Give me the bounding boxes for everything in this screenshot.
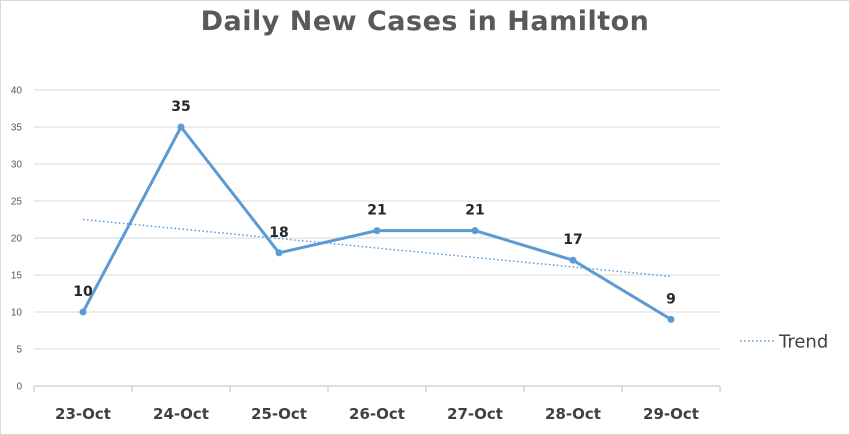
data-point bbox=[275, 249, 283, 257]
data-label: 10 bbox=[73, 284, 93, 300]
gridlines bbox=[34, 89, 720, 350]
data-label: 21 bbox=[367, 203, 386, 219]
series-line bbox=[81, 125, 672, 321]
trend-line-group bbox=[82, 218, 672, 278]
legend-trend-label: Trend bbox=[778, 332, 828, 353]
x-tick-label: 28-Oct bbox=[545, 405, 601, 423]
x-tick-label: 24-Oct bbox=[153, 405, 209, 423]
y-tick-label: 25 bbox=[11, 197, 23, 208]
x-tick-label: 25-Oct bbox=[251, 405, 307, 423]
trend-line bbox=[82, 218, 672, 278]
x-tick-label: 26-Oct bbox=[349, 405, 405, 423]
data-point bbox=[569, 256, 577, 264]
y-tick-label: 15 bbox=[11, 271, 23, 282]
x-tick-label: 29-Oct bbox=[643, 405, 699, 423]
y-tick-label: 40 bbox=[11, 86, 23, 97]
chart-title: Daily New Cases in Hamilton bbox=[200, 6, 650, 37]
legend: Trend bbox=[740, 332, 828, 353]
data-point bbox=[79, 308, 87, 316]
data-label: 35 bbox=[171, 99, 190, 115]
data-label: 18 bbox=[269, 225, 288, 241]
y-tick-label: 30 bbox=[11, 160, 23, 171]
y-tick-label: 0 bbox=[16, 382, 22, 393]
y-axis-ticks: 0 5 10 15 20 25 30 35 40 bbox=[11, 86, 23, 393]
x-axis: 23-Oct 24-Oct 25-Oct 26-Oct 27-Oct 28-Oct 29-O… bbox=[33, 385, 721, 423]
data-label: 9 bbox=[666, 291, 676, 307]
y-tick-label: 35 bbox=[11, 123, 23, 134]
x-tick-label: 23-Oct bbox=[55, 405, 111, 423]
y-tick-label: 20 bbox=[11, 234, 23, 245]
data-point bbox=[177, 123, 185, 131]
data-point bbox=[373, 227, 381, 235]
x-tick-label: 27-Oct bbox=[447, 405, 503, 423]
data-label: 21 bbox=[465, 203, 484, 219]
data-label: 17 bbox=[563, 232, 582, 248]
y-tick-label: 5 bbox=[16, 345, 22, 356]
data-point bbox=[471, 227, 479, 235]
data-labels: 10 35 18 21 21 17 9 bbox=[73, 99, 676, 307]
data-point bbox=[667, 315, 675, 323]
series-group bbox=[79, 123, 675, 323]
y-tick-label: 10 bbox=[11, 308, 23, 319]
